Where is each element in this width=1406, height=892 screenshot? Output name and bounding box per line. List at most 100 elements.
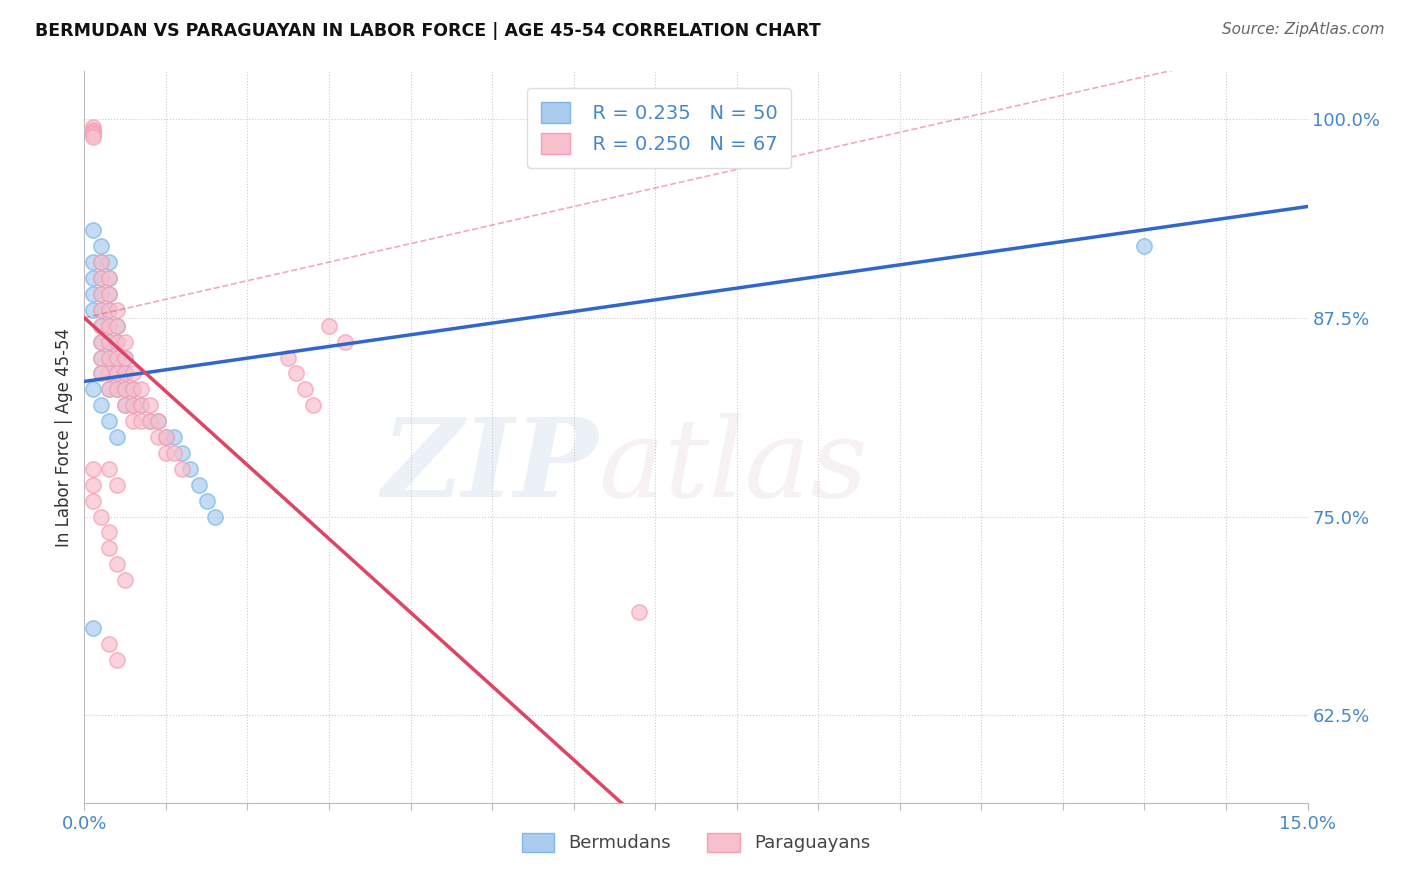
Point bbox=[294, 383, 316, 397]
Point bbox=[97, 287, 120, 301]
Point bbox=[90, 255, 112, 269]
Point bbox=[172, 446, 194, 460]
Point bbox=[97, 318, 120, 333]
Point bbox=[131, 383, 153, 397]
Point bbox=[82, 462, 104, 476]
Point bbox=[138, 398, 160, 412]
Point bbox=[82, 255, 104, 269]
Point bbox=[155, 446, 177, 460]
Point bbox=[82, 383, 104, 397]
Point bbox=[114, 351, 136, 365]
Point bbox=[97, 414, 120, 428]
Point bbox=[82, 621, 104, 635]
Point bbox=[163, 446, 186, 460]
Point bbox=[82, 271, 104, 285]
Point bbox=[97, 637, 120, 651]
Point bbox=[82, 125, 104, 139]
Point bbox=[301, 398, 323, 412]
Point bbox=[122, 398, 145, 412]
Text: BERMUDAN VS PARAGUAYAN IN LABOR FORCE | AGE 45-54 CORRELATION CHART: BERMUDAN VS PARAGUAYAN IN LABOR FORCE | … bbox=[35, 22, 821, 40]
Point bbox=[105, 351, 128, 365]
Point bbox=[97, 318, 120, 333]
Text: ZIP: ZIP bbox=[381, 413, 598, 520]
Point bbox=[318, 318, 340, 333]
Point bbox=[131, 398, 153, 412]
Point bbox=[105, 318, 128, 333]
Point bbox=[82, 127, 104, 141]
Point bbox=[172, 462, 194, 476]
Point bbox=[90, 367, 112, 381]
Point bbox=[163, 430, 186, 444]
Point bbox=[97, 255, 120, 269]
Point bbox=[146, 414, 169, 428]
Point bbox=[90, 287, 112, 301]
Point bbox=[105, 653, 128, 667]
Point bbox=[204, 509, 226, 524]
Point bbox=[335, 334, 357, 349]
Point bbox=[122, 398, 145, 412]
Point bbox=[97, 351, 120, 365]
Point bbox=[97, 271, 120, 285]
Point bbox=[122, 414, 145, 428]
Point bbox=[131, 414, 153, 428]
Point bbox=[114, 351, 136, 365]
Legend: Bermudans, Paraguayans: Bermudans, Paraguayans bbox=[515, 826, 877, 860]
Point bbox=[82, 477, 104, 491]
Point bbox=[114, 398, 136, 412]
Point bbox=[82, 123, 104, 137]
Point bbox=[105, 430, 128, 444]
Point bbox=[114, 398, 136, 412]
Point bbox=[90, 255, 112, 269]
Point bbox=[97, 383, 120, 397]
Point bbox=[82, 302, 104, 317]
Point bbox=[105, 302, 128, 317]
Point bbox=[97, 383, 120, 397]
Point bbox=[627, 605, 650, 619]
Point bbox=[97, 525, 120, 540]
Point bbox=[82, 287, 104, 301]
Point bbox=[114, 367, 136, 381]
Point bbox=[90, 302, 112, 317]
Point bbox=[105, 383, 128, 397]
Point bbox=[97, 334, 120, 349]
Point bbox=[90, 287, 112, 301]
Point bbox=[97, 367, 120, 381]
Point bbox=[105, 558, 128, 572]
Point bbox=[138, 414, 160, 428]
Point bbox=[82, 493, 104, 508]
Point bbox=[146, 414, 169, 428]
Point bbox=[97, 271, 120, 285]
Point bbox=[90, 351, 112, 365]
Point bbox=[97, 351, 120, 365]
Point bbox=[155, 430, 177, 444]
Point bbox=[97, 367, 120, 381]
Point bbox=[122, 383, 145, 397]
Point bbox=[105, 383, 128, 397]
Point bbox=[114, 334, 136, 349]
Point bbox=[105, 318, 128, 333]
Point bbox=[97, 334, 120, 349]
Point bbox=[90, 334, 112, 349]
Point bbox=[97, 541, 120, 556]
Point bbox=[122, 383, 145, 397]
Point bbox=[122, 367, 145, 381]
Point bbox=[155, 430, 177, 444]
Point bbox=[97, 462, 120, 476]
Point bbox=[114, 573, 136, 587]
Point bbox=[82, 120, 104, 134]
Point bbox=[105, 334, 128, 349]
Point bbox=[90, 318, 112, 333]
Point bbox=[82, 128, 104, 142]
Point bbox=[114, 383, 136, 397]
Point bbox=[105, 477, 128, 491]
Point bbox=[90, 302, 112, 317]
Point bbox=[187, 477, 209, 491]
Point bbox=[138, 414, 160, 428]
Point bbox=[90, 271, 112, 285]
Point bbox=[90, 509, 112, 524]
Text: atlas: atlas bbox=[598, 413, 868, 520]
Point bbox=[105, 334, 128, 349]
Point bbox=[90, 334, 112, 349]
Point bbox=[105, 351, 128, 365]
Point bbox=[97, 302, 120, 317]
